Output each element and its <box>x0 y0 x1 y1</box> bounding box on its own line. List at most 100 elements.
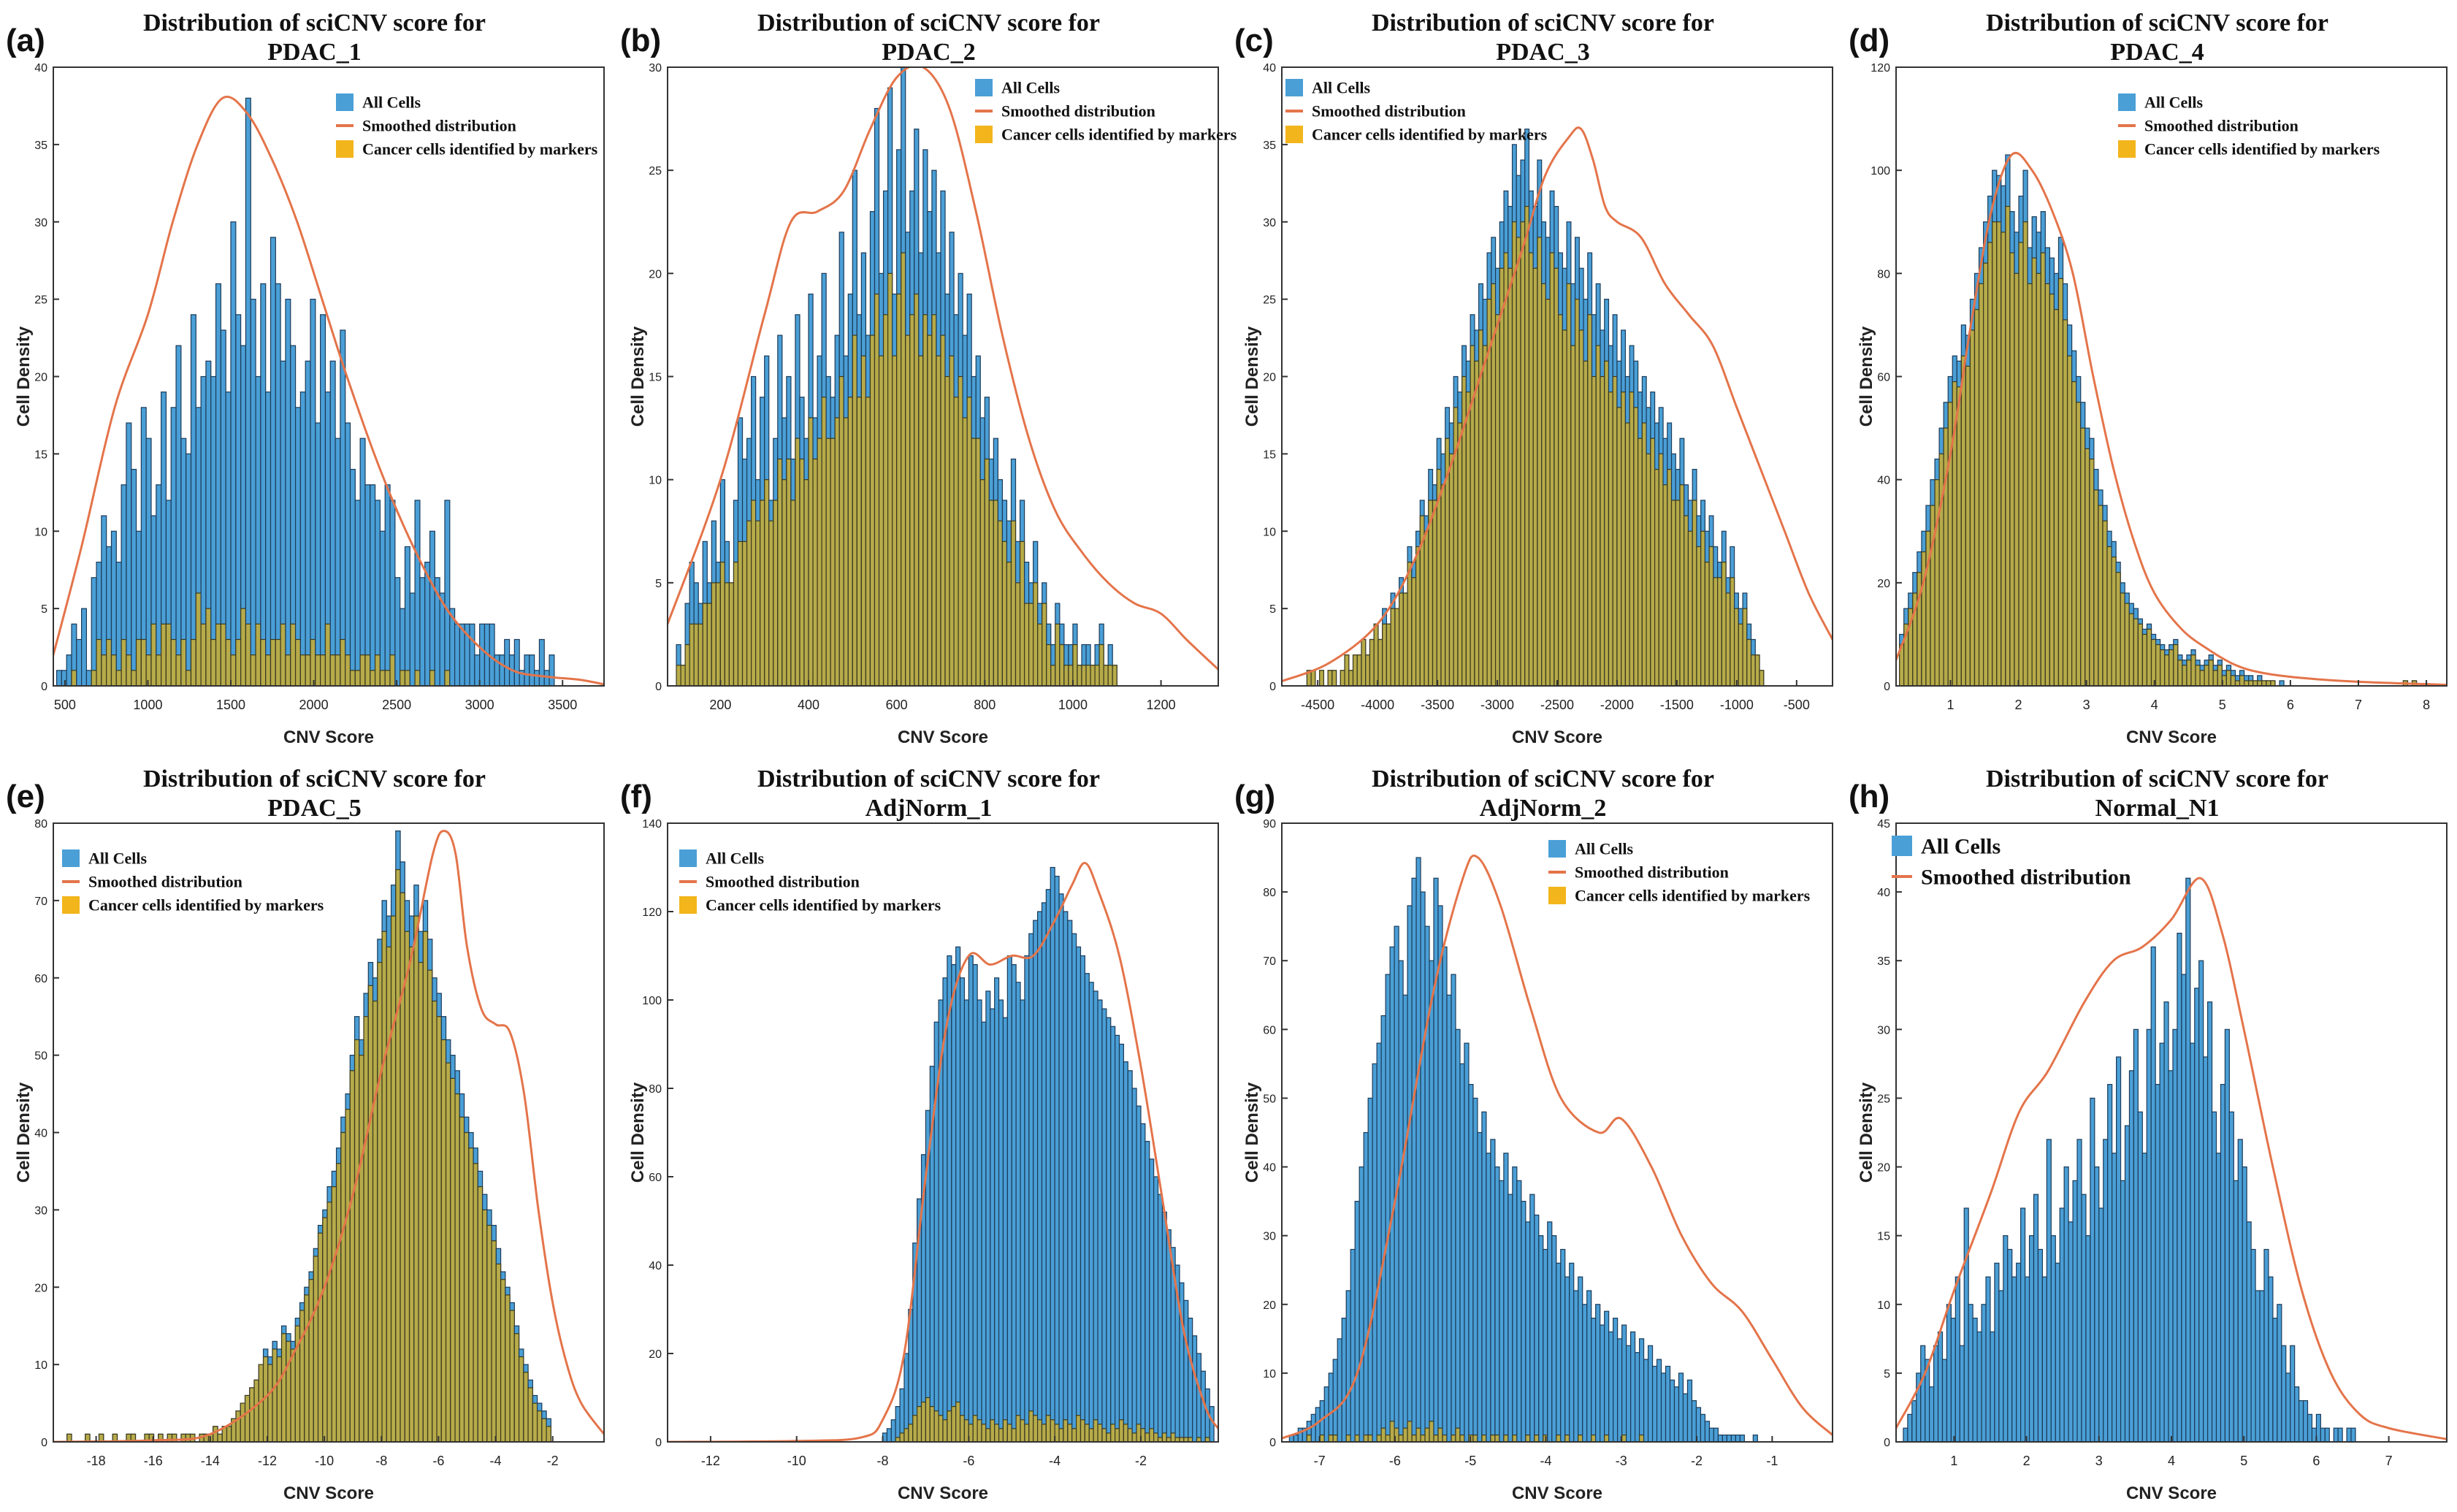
histogram-bar-all-cells <box>126 422 132 686</box>
y-tick-label: 10 <box>649 475 662 487</box>
histogram-bar-cancer-cells <box>220 623 226 686</box>
histogram-bar-all-cells <box>1621 1324 1627 1442</box>
plot-area <box>668 67 1218 686</box>
histogram-bar-cancer-cells <box>1042 603 1047 686</box>
histogram-bar-all-cells <box>1153 1176 1159 1442</box>
histogram-bar-all-cells <box>1946 1304 1952 1442</box>
histogram-bar-cancer-cells <box>285 654 291 686</box>
histogram-bar-cancer-cells <box>1063 665 1069 686</box>
plot-area <box>1282 126 1833 686</box>
x-tick-label: -14 <box>201 1454 220 1468</box>
histogram-bar-cancer-cells <box>966 397 972 686</box>
histogram-bar-cancer-cells <box>1667 468 1673 686</box>
histogram-bar-cancer-cells <box>2225 670 2232 686</box>
x-axis-label: CNV Score <box>1512 728 1602 747</box>
histogram-bar-all-cells <box>1682 1393 1689 1442</box>
histogram-bar-all-cells <box>1015 982 1021 1442</box>
x-tick-label: 3 <box>2083 698 2090 712</box>
x-tick-label: 800 <box>974 698 996 712</box>
histogram-bar-cancer-cells <box>927 335 933 686</box>
histogram-bar-all-cells <box>1626 1345 1632 1442</box>
histogram-bar-cancer-cells <box>1010 520 1017 686</box>
histogram-bar-cancer-cells <box>684 644 690 686</box>
histogram-bar-cancer-cells <box>993 500 998 686</box>
histogram-bar-cancer-cells <box>905 335 911 686</box>
histogram-bar-all-cells <box>1595 1304 1601 1442</box>
histogram-bar-cancer-cells <box>1006 1424 1012 1442</box>
histogram-bar-all-cells <box>1131 1088 1137 1442</box>
legend-label: Cancer cells identified by markers <box>362 140 598 159</box>
histogram-bar-cancer-cells <box>955 1401 961 1442</box>
histogram-bar-cancer-cells <box>847 397 853 686</box>
histogram-bar-all-cells <box>444 500 451 686</box>
histogram-bar-cancer-cells <box>1512 1434 1518 1442</box>
histogram-bar-cancer-cells <box>1658 453 1664 686</box>
histogram-bar-all-cells <box>1402 994 1408 1442</box>
plot-area <box>668 861 1218 1442</box>
chart-title: Distribution of sciCNV score for <box>757 9 1100 37</box>
histogram-bar-cancer-cells <box>249 1387 255 1442</box>
histogram-bar-all-cells <box>1643 1359 1649 1442</box>
histogram-bar-cancer-cells <box>1717 577 1722 686</box>
histogram-bar-cancer-cells <box>2266 680 2271 686</box>
chart-title: Distribution of sciCNV score for <box>1986 9 2328 37</box>
histogram-bar-all-cells <box>2285 1372 2291 1442</box>
histogram-bar-cancer-cells <box>1516 237 1521 686</box>
chart-panel-pdac-3: (c) Distribution of sciCNV score for PDAC_… <box>1228 0 1843 756</box>
histogram-bar-all-cells <box>2098 1207 2104 1442</box>
histogram-bar-all-cells <box>2224 1028 2230 1442</box>
histogram-bar-cancer-cells <box>1028 603 1034 686</box>
histogram-bar-all-cells <box>1080 955 1085 1442</box>
histogram-bar-all-cells <box>1140 1123 1146 1442</box>
histogram-bar-cancer-cells <box>106 638 112 686</box>
histogram-bar-all-cells <box>1713 1427 1719 1442</box>
chart-subtitle: PDAC_2 <box>882 39 975 66</box>
histogram-bar-cancer-cells <box>1348 670 1354 686</box>
y-tick-label: 140 <box>642 818 662 831</box>
histogram-bar-cancer-cells <box>2173 644 2179 686</box>
axes-frame <box>667 822 1219 1443</box>
histogram-bar-cancer-cells <box>2049 293 2055 686</box>
histogram-bar-all-cells <box>1613 1317 1619 1442</box>
histogram-bar-all-cells <box>1192 1335 1198 1442</box>
histogram-bar-cancer-cells <box>2036 272 2041 686</box>
histogram-bar-all-cells <box>1110 1026 1116 1442</box>
smoothed-distribution-line <box>53 830 604 1442</box>
histogram-bar-cancer-cells <box>1482 345 1488 686</box>
histogram-bar-cancer-cells <box>2044 283 2050 686</box>
histogram-bar-all-cells <box>1669 1379 1675 1442</box>
histogram-bar-cancer-cells <box>1520 221 1526 686</box>
x-tick-label: -18 <box>87 1454 106 1468</box>
histogram-bar-all-cells <box>998 999 1004 1442</box>
y-tick-label: 0 <box>655 1437 662 1449</box>
x-axis-label: CNV Score <box>283 1484 374 1503</box>
y-tick-label: 35 <box>1263 140 1276 152</box>
legend-label: Smoothed distribution <box>1001 102 1155 121</box>
histogram-bar-cancer-cells <box>914 293 920 686</box>
histogram-bar-cancer-cells <box>2199 670 2205 686</box>
histogram-bar-cancer-cells <box>2009 252 2015 686</box>
legend-box-swatch <box>1892 836 1912 856</box>
histogram-bar-all-cells <box>2172 1028 2178 1442</box>
histogram-bar-cancer-cells <box>2239 675 2245 686</box>
histogram-bar-cancer-cells <box>444 670 451 686</box>
y-tick-label: 120 <box>1871 62 1890 75</box>
histogram-bar-cancer-cells <box>1332 1434 1338 1442</box>
histogram-bar-cancer-cells <box>1679 484 1685 686</box>
histogram-bar-cancer-cells <box>812 458 818 686</box>
histogram-bar-all-cells <box>1127 1070 1133 1442</box>
histogram-bar-all-cells <box>1093 990 1098 1442</box>
histogram-bar-all-cells <box>538 638 545 686</box>
histogram-bar-cancer-cells <box>213 1426 218 1442</box>
histogram-bar-cancer-cells <box>473 1163 478 1442</box>
y-tick-label: 80 <box>1877 268 1890 280</box>
histogram-bar-cancer-cells <box>185 1433 191 1442</box>
histogram-bar-cancer-cells <box>2106 546 2112 686</box>
histogram-bar-cancer-cells <box>1382 623 1388 686</box>
chart-svg: (e) Distribution of sciCNV score forPDAC_… <box>6 765 605 1503</box>
histogram-bar-cancer-cells <box>903 1428 909 1442</box>
histogram-bar-cancer-cells <box>2160 649 2166 686</box>
y-tick-label: 80 <box>34 818 47 831</box>
histogram-bar-cancer-cells <box>2085 448 2090 686</box>
histogram-bar-all-cells <box>2294 1386 2300 1442</box>
